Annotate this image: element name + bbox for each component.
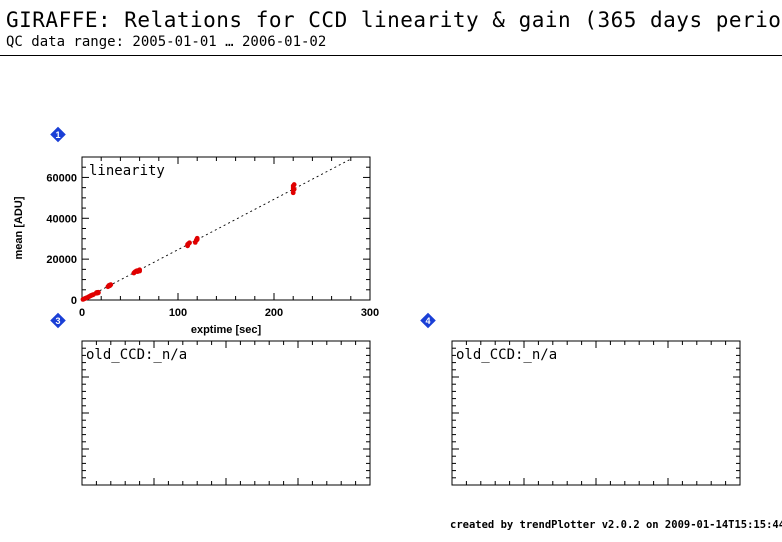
panel-1-badge: 1 — [50, 126, 66, 143]
data-point — [291, 186, 297, 192]
linearity-panel: linearity 0 100 200 300 0 20000 40000 60000 exp… — [13, 156, 379, 336]
qc-data-range: QC data range: 2005-01-01 … 2006-01-02 — [6, 34, 327, 50]
panel-3-badge: 3 — [50, 312, 66, 329]
y-tick-label: 20000 — [46, 254, 77, 266]
data-point — [187, 240, 192, 246]
panel-4-ticks — [452, 341, 740, 485]
y-tick-label: 60000 — [46, 172, 77, 184]
linearity-points — [80, 182, 297, 302]
panel-4-number: 4 — [425, 316, 430, 326]
panel-4: old_CCD:_n/a — [451, 340, 741, 486]
data-point — [108, 282, 114, 288]
linearity-panel-title: linearity — [89, 163, 165, 179]
data-point — [95, 289, 101, 295]
x-axis-label: exptime [sec] — [191, 324, 262, 336]
data-point — [137, 268, 143, 274]
x-tick-label: 0 — [79, 307, 85, 319]
y-axis-label: mean [ADU] — [13, 196, 25, 259]
panel-1-number: 1 — [55, 130, 60, 140]
data-point — [291, 182, 297, 187]
x-tick-label: 200 — [265, 307, 283, 319]
x-tick-label: 300 — [361, 307, 379, 319]
x-tick-label: 100 — [169, 307, 187, 319]
data-point — [194, 237, 200, 242]
linearity-ticks — [81, 156, 371, 301]
panel-4-badge: 4 — [420, 312, 436, 329]
y-tick-label: 40000 — [46, 213, 77, 225]
panel-3-title: old_CCD:_n/a — [86, 347, 187, 363]
y-tick-label: 0 — [71, 295, 77, 307]
panel-3-ticks — [82, 341, 370, 485]
panel-3-number: 3 — [55, 316, 60, 326]
diamond-icon — [50, 126, 66, 143]
panel-4-title: old_CCD:_n/a — [456, 347, 557, 363]
panel-3: old_CCD:_n/a — [81, 340, 371, 486]
page-title: GIRAFFE: Relations for CCD linearity & g… — [6, 8, 782, 32]
linearity-fit-line — [81, 158, 352, 301]
footer-credit: created by trendPlotter v2.0.2 on 2009-0… — [450, 519, 782, 531]
header-divider — [0, 55, 782, 56]
linearity-tick-labels: 0 100 200 300 0 20000 40000 60000 — [46, 172, 379, 319]
